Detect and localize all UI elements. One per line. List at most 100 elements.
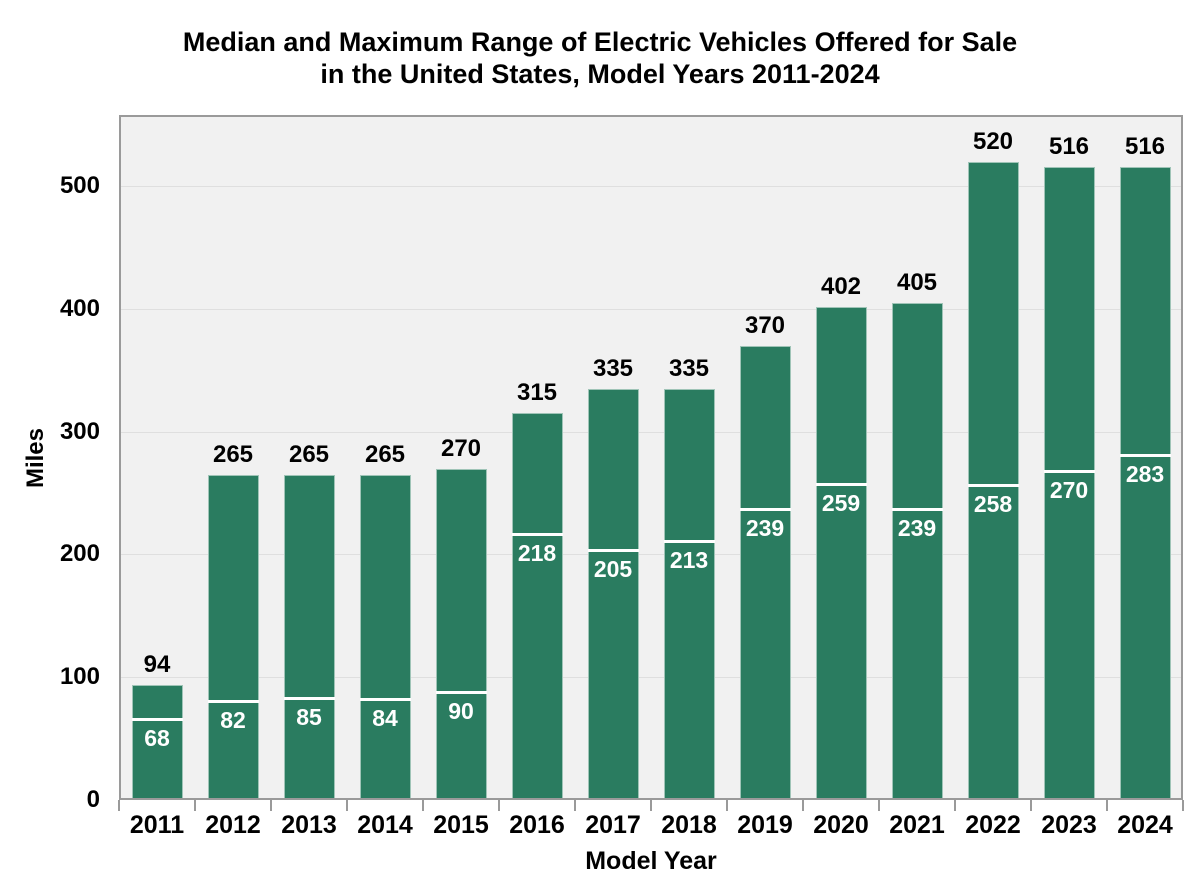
x-tick-label: 2020 [813, 811, 869, 839]
bar: 239 [739, 346, 791, 800]
median-value-label: 84 [372, 705, 398, 731]
y-tick-label: 100 [59, 663, 100, 690]
max-value-label: 265 [288, 441, 330, 468]
x-tick [878, 800, 880, 811]
x-tick [1106, 800, 1108, 811]
x-tick-label: 2011 [129, 811, 185, 839]
max-value-label: 94 [143, 651, 171, 678]
max-value-label: 265 [212, 441, 254, 468]
max-value-label: 516 [1048, 133, 1090, 160]
median-value-label: 85 [296, 704, 322, 730]
bar: 205 [587, 389, 639, 800]
median-value-label: 258 [973, 491, 1013, 517]
max-value-label: 370 [744, 312, 786, 339]
x-axis-title: Model Year [585, 847, 717, 875]
median-value-label: 82 [220, 707, 246, 733]
gridline [121, 677, 1181, 678]
gridline [121, 309, 1181, 310]
x-tick-label: 2019 [737, 811, 793, 839]
median-value-label: 239 [745, 515, 785, 541]
gridline [121, 432, 1181, 433]
median-line [511, 533, 563, 536]
median-value-label: 283 [1125, 461, 1165, 487]
median-line [891, 508, 943, 511]
x-tick [574, 800, 576, 811]
gridline [121, 554, 1181, 555]
median-line [587, 549, 639, 552]
x-tick-label: 2021 [889, 811, 945, 839]
median-value-label: 205 [593, 556, 633, 582]
x-tick-label: 2015 [433, 811, 489, 839]
max-value-label: 335 [668, 355, 710, 382]
max-value-label: 520 [972, 128, 1014, 155]
median-value-label: 239 [897, 515, 937, 541]
bar: 259 [815, 307, 867, 800]
max-value-label: 270 [440, 435, 482, 462]
median-line [815, 483, 867, 486]
median-line [283, 697, 335, 700]
median-line [1119, 454, 1171, 457]
max-value-label: 516 [1124, 133, 1166, 160]
x-tick [194, 800, 196, 811]
chart-title: Median and Maximum Range of Electric Veh… [0, 26, 1200, 90]
y-tick-label: 400 [59, 295, 100, 322]
median-value-label: 270 [1049, 477, 1089, 503]
bar: 82 [207, 475, 259, 800]
y-tick-label: 500 [59, 172, 100, 199]
max-value-label: 405 [896, 269, 938, 296]
median-line [131, 718, 183, 721]
y-tick-label: 300 [59, 418, 100, 445]
median-line [663, 540, 715, 543]
x-tick [422, 800, 424, 811]
median-value-label: 68 [144, 725, 170, 751]
x-tick-label: 2017 [585, 811, 641, 839]
x-tick-label: 2016 [509, 811, 565, 839]
median-value-label: 218 [517, 540, 557, 566]
y-tick-label: 0 [86, 786, 100, 813]
bar: 270 [1043, 167, 1095, 800]
bar: 90 [435, 469, 487, 800]
median-line [435, 691, 487, 694]
max-value-label: 265 [364, 441, 406, 468]
bar: 258 [967, 162, 1019, 800]
median-value-label: 90 [448, 698, 474, 724]
bar: 283 [1119, 167, 1171, 800]
max-value-label: 335 [592, 355, 634, 382]
bar: 68 [131, 685, 183, 800]
x-tick-label: 2023 [1041, 811, 1097, 839]
x-tick [802, 800, 804, 811]
y-axis-title: Miles [22, 427, 49, 489]
gridline [121, 186, 1181, 187]
x-tick-label: 2022 [965, 811, 1021, 839]
bar: 239 [891, 303, 943, 800]
median-line [359, 698, 411, 701]
median-line [967, 484, 1019, 487]
median-value-label: 213 [669, 547, 709, 573]
bar: 84 [359, 475, 411, 800]
x-tick [498, 800, 500, 811]
x-tick [346, 800, 348, 811]
bar: 213 [663, 389, 715, 800]
x-tick-label: 2012 [205, 811, 261, 839]
x-tick [726, 800, 728, 811]
x-tick [650, 800, 652, 811]
chart-title-line2: in the United States, Model Years 2011-2… [320, 59, 880, 89]
bar: 85 [283, 475, 335, 800]
median-line [1043, 470, 1095, 473]
bar: 218 [511, 413, 563, 800]
max-value-label: 402 [820, 273, 862, 300]
x-tick-label: 2018 [661, 811, 717, 839]
x-tick [118, 800, 120, 811]
chart-title-line1: Median and Maximum Range of Electric Veh… [182, 27, 1018, 57]
x-tick [1030, 800, 1032, 811]
x-tick-label: 2024 [1117, 811, 1173, 839]
median-line [207, 700, 259, 703]
y-tick-label: 200 [59, 540, 100, 567]
x-tick-label: 2014 [357, 811, 413, 839]
x-tick [1182, 800, 1184, 811]
max-value-label: 315 [516, 379, 558, 406]
x-tick-label: 2013 [281, 811, 337, 839]
x-tick [270, 800, 272, 811]
median-value-label: 259 [821, 490, 861, 516]
